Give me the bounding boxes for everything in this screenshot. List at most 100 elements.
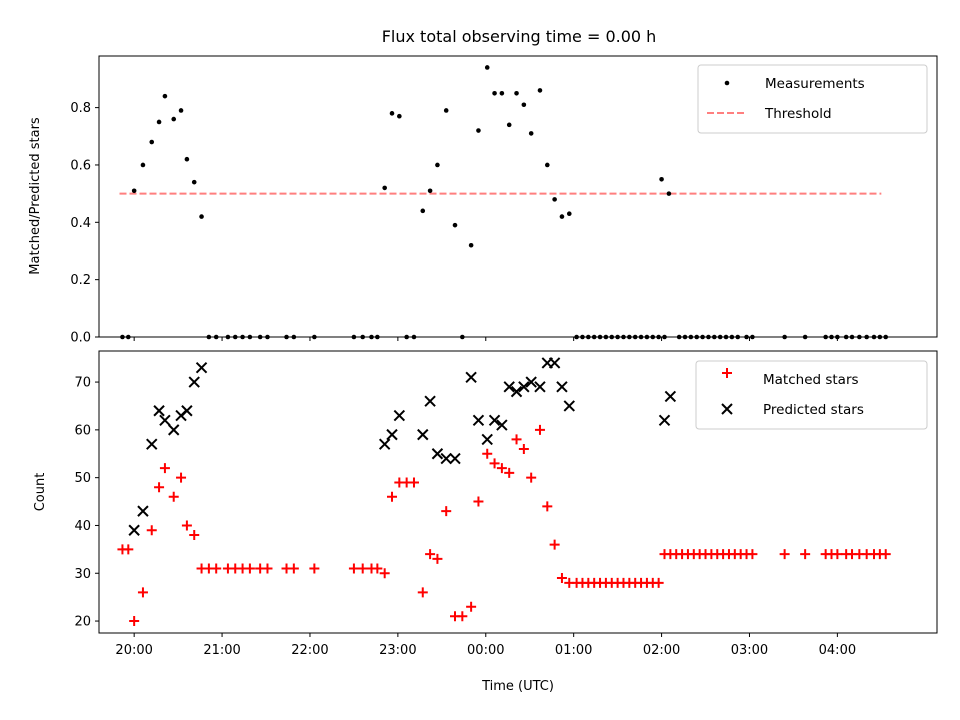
measurement-point [247, 334, 253, 340]
predicted-point [465, 371, 477, 383]
measurement-point [369, 334, 374, 340]
predicted-point [168, 424, 180, 436]
measurement-point [723, 334, 729, 340]
measurement-point [864, 334, 869, 340]
measurement-point [492, 90, 497, 96]
matched-point [779, 549, 790, 560]
predicted-point [195, 362, 208, 374]
top-ylabel: Matched/Predicted stars [28, 117, 43, 275]
matched-point [176, 472, 187, 483]
measurement-point [140, 162, 146, 168]
measurement-point [131, 188, 137, 194]
matched-point [800, 549, 811, 560]
predicted-point [378, 438, 391, 450]
predicted-point [556, 381, 568, 393]
measurement-point [676, 334, 682, 340]
measurement-point [521, 102, 527, 108]
measurement-point [476, 128, 481, 133]
top-ytick-label: 0.2 [70, 273, 91, 288]
matched-point [496, 463, 507, 474]
measurement-point [559, 214, 565, 219]
matched-point [123, 544, 134, 555]
measurement-point [206, 334, 212, 340]
measurement-point [265, 334, 270, 340]
matched-point [489, 458, 500, 469]
bottom-xtick-label: 00:00 [467, 643, 504, 658]
predicted-point [417, 428, 429, 441]
matched-point [542, 501, 553, 512]
matched-point [556, 573, 567, 584]
matched-point [425, 549, 436, 560]
bottom-legend-box [695, 360, 928, 430]
measurement-point [484, 65, 490, 70]
measurement-point [225, 334, 231, 340]
bottom-axes-frame [98, 350, 938, 634]
matched-point [159, 463, 170, 474]
measurement-point [545, 162, 550, 168]
bottom-xtick-label: 02:00 [643, 643, 680, 658]
top-axes-frame [98, 55, 938, 338]
measurement-point [351, 334, 357, 340]
matched-point [417, 587, 428, 598]
matched-point [189, 530, 200, 541]
matched-point [880, 549, 891, 560]
measurement-point [597, 334, 603, 340]
measurement-point [566, 211, 572, 217]
matched-point [466, 601, 477, 612]
matched-point [357, 563, 368, 574]
measurement-point [871, 334, 877, 340]
bottom-ytick-label: 30 [74, 567, 91, 582]
measurement-point [199, 214, 204, 219]
measurement-point [883, 334, 889, 340]
predicted-point [481, 433, 493, 446]
measurement-point [659, 176, 664, 182]
measurement-point [411, 334, 417, 340]
predicted-point [181, 405, 193, 417]
matched-point [441, 506, 452, 517]
measurement-point [435, 162, 440, 168]
measurement-point [644, 334, 650, 340]
legend-matched-label: Matched stars [763, 372, 859, 388]
measurement-point [632, 334, 638, 340]
matched-point [211, 563, 222, 574]
matched-point [288, 563, 299, 574]
measurement-point [835, 334, 840, 340]
top-ytick-label: 0.0 [70, 331, 91, 346]
measurement-point [171, 116, 177, 122]
predicted-point [424, 395, 436, 407]
measurement-point [650, 334, 656, 340]
bottom-xticks: 20:00 21:00 22:00 23:00 00:00 01:00 02:00 03:00… [115, 633, 856, 658]
measurement-point [240, 334, 245, 340]
predicted-point [563, 400, 575, 412]
bottom-xtick-label: 01:00 [555, 643, 592, 658]
measurement-point [717, 334, 723, 340]
top-legend-box [697, 64, 928, 134]
matched-point [518, 443, 529, 454]
predicted-point [664, 390, 677, 403]
matched-point [457, 611, 468, 622]
matched-point [379, 568, 390, 579]
measurement-point [499, 90, 505, 96]
bottom-xtick-label: 04:00 [819, 643, 856, 658]
measurement-point [857, 334, 862, 340]
measurement-point [184, 156, 190, 162]
matched-point [168, 491, 179, 502]
matched-points [117, 424, 891, 627]
predicted-point [518, 381, 530, 393]
measurement-point [291, 334, 297, 340]
top-xticks [133, 337, 838, 341]
bottom-xtick-label: 23:00 [379, 643, 416, 658]
bottom-ytick-label: 50 [74, 471, 91, 486]
measurement-point [782, 334, 787, 340]
matched-point [832, 549, 843, 560]
predicted-point [525, 376, 537, 388]
measurement-point [744, 334, 749, 340]
matched-point [372, 563, 383, 574]
measurement-point [750, 334, 755, 340]
bottom-legend: Matched stars Predicted stars [695, 360, 928, 430]
predicted-point [393, 409, 406, 422]
predicted-point [431, 448, 444, 460]
measurement-point [149, 139, 155, 145]
matched-point [526, 472, 537, 483]
predicted-point [496, 419, 508, 431]
